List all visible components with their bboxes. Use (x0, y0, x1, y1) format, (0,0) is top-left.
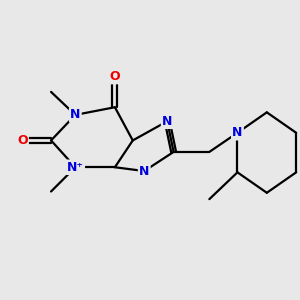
Text: O: O (17, 134, 28, 147)
Text: N⁺: N⁺ (67, 161, 84, 174)
Text: N: N (232, 126, 243, 139)
Text: N: N (162, 115, 172, 128)
Text: N: N (139, 165, 149, 178)
Text: N: N (70, 108, 80, 122)
Text: O: O (110, 70, 120, 83)
